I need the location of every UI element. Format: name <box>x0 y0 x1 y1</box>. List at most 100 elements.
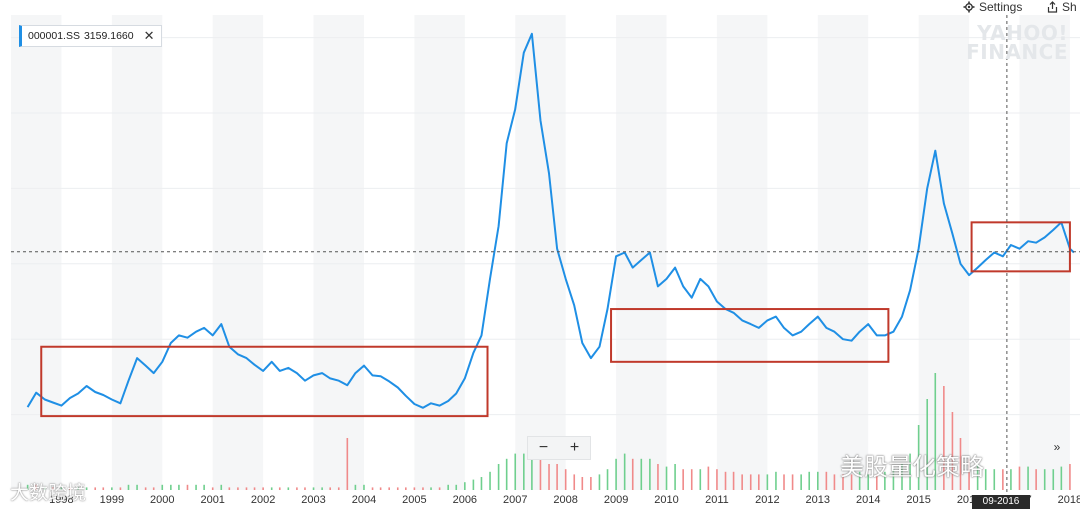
volume-bar <box>599 474 601 490</box>
x-tick-label: 2007 <box>503 494 527 506</box>
legend-symbol: 000001.SS <box>28 30 80 42</box>
x-tick-label: 2009 <box>604 494 628 506</box>
series-legend-chip[interactable]: 000001.SS 3159.1660 ✕ <box>19 25 162 47</box>
volume-bar <box>203 485 205 490</box>
volume-bar <box>296 487 298 490</box>
yahoo-watermark-line2: FINANCE <box>966 43 1068 62</box>
x-tick-label: 2002 <box>251 494 275 506</box>
volume-bar <box>531 456 533 490</box>
volume-bar <box>178 485 180 490</box>
year-band <box>112 15 162 490</box>
volume-bar <box>86 487 88 490</box>
volume-bar <box>447 485 449 490</box>
volume-bar <box>691 469 693 490</box>
volume-bar <box>439 487 441 490</box>
volume-bar <box>808 472 810 490</box>
volume-bar <box>674 464 676 490</box>
volume-bar <box>288 487 290 490</box>
volume-bar <box>187 485 189 490</box>
volume-bar <box>262 487 264 490</box>
volume-bar <box>136 485 138 490</box>
volume-bar <box>834 474 836 490</box>
expand-button[interactable]: » <box>1044 437 1070 457</box>
x-tick-label: 2011 <box>705 494 729 506</box>
volume-bar <box>649 459 651 490</box>
yahoo-finance-watermark: YAHOO! FINANCE <box>966 24 1068 62</box>
volume-bar <box>632 459 634 490</box>
volume-bar <box>161 485 163 490</box>
volume-bar <box>666 467 668 490</box>
volume-bar <box>212 487 214 490</box>
year-band <box>717 15 767 490</box>
volume-bar <box>506 459 508 490</box>
volume-bar <box>473 480 475 490</box>
year-band <box>314 15 364 490</box>
year-band <box>213 15 263 490</box>
volume-bar <box>347 438 349 490</box>
year-band-layer <box>11 15 1070 490</box>
volume-bar <box>1002 469 1004 490</box>
volume-bar <box>775 472 777 490</box>
legend-value: 3159.1660 <box>84 30 134 42</box>
volume-bar <box>237 487 239 490</box>
volume-bar <box>430 487 432 490</box>
volume-bar <box>741 474 743 490</box>
volume-bar <box>380 487 382 490</box>
gear-icon <box>963 1 975 13</box>
year-band <box>414 15 464 490</box>
volume-bar <box>422 487 424 490</box>
zoom-out-button[interactable]: − <box>539 439 548 457</box>
volume-bar <box>246 487 248 490</box>
volume-bar <box>993 469 995 490</box>
volume-bar <box>758 474 760 490</box>
volume-bar <box>397 487 399 490</box>
x-tick-label: 2001 <box>200 494 224 506</box>
volume-bar <box>624 454 626 490</box>
zoom-in-button[interactable]: + <box>570 439 579 457</box>
volume-bar <box>94 487 96 490</box>
settings-button[interactable]: Settings <box>963 0 1022 14</box>
volume-bar <box>1069 464 1071 490</box>
volume-bar <box>388 487 390 490</box>
volume-bar <box>372 487 374 490</box>
volume-bar <box>498 464 500 490</box>
volume-bar <box>700 469 702 490</box>
volume-bar <box>514 454 516 490</box>
volume-bar <box>1052 469 1054 490</box>
year-band <box>1019 15 1069 490</box>
volume-bar <box>817 472 819 490</box>
volume-bar <box>111 487 113 490</box>
volume-bar <box>313 487 315 490</box>
volume-bar <box>573 474 575 490</box>
volume-bar <box>405 487 407 490</box>
volume-bar <box>1027 467 1029 490</box>
close-icon[interactable]: ✕ <box>144 28 155 44</box>
year-band <box>11 15 61 490</box>
volume-bar <box>254 487 256 490</box>
x-tick-label: 2006 <box>453 494 477 506</box>
volume-bar <box>363 485 365 490</box>
volume-bar <box>733 472 735 490</box>
x-tick-label: 2010 <box>654 494 678 506</box>
volume-bar <box>682 469 684 490</box>
volume-bar <box>1010 469 1012 490</box>
volume-bar <box>229 487 231 490</box>
volume-bar <box>279 487 281 490</box>
volume-bar <box>220 485 222 490</box>
volume-bar <box>607 469 609 490</box>
volume-bar <box>102 487 104 490</box>
volume-bar <box>556 464 558 490</box>
x-tick-label: 2000 <box>150 494 174 506</box>
x-tick-label: 2014 <box>856 494 880 506</box>
volume-bar <box>170 485 172 490</box>
x-tick-label: 2012 <box>755 494 779 506</box>
volume-bar <box>641 459 643 490</box>
volume-bar <box>1019 467 1021 490</box>
volume-bar <box>750 474 752 490</box>
volume-bar <box>540 459 542 490</box>
volume-bar <box>582 477 584 490</box>
zoom-controls: − + <box>527 436 591 460</box>
share-button[interactable]: Sh <box>1047 0 1077 14</box>
share-label: Sh <box>1062 0 1077 14</box>
